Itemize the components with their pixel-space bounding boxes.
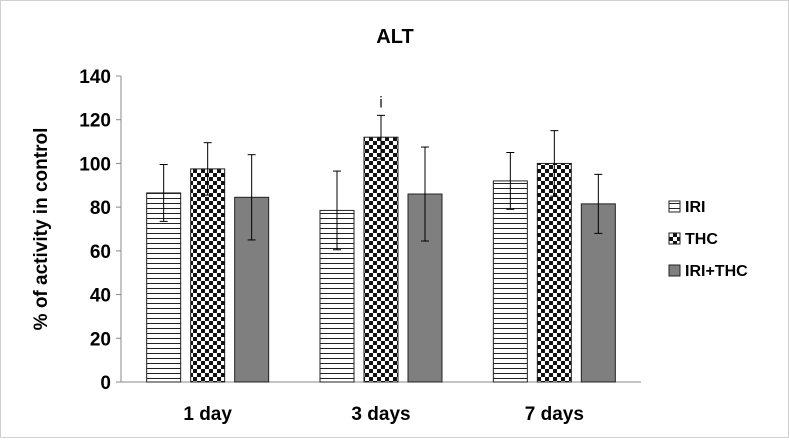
legend-swatch xyxy=(668,232,681,245)
bar-thc xyxy=(363,136,399,383)
y-tick-label: 40 xyxy=(90,286,111,307)
legend-label: IRI+THC xyxy=(685,263,748,280)
x-category-label: 7 days xyxy=(525,404,584,425)
bar-thc xyxy=(536,162,572,383)
y-tick-label: 100 xyxy=(79,154,111,175)
bar-thc xyxy=(190,168,226,383)
y-axis-label: % of activity in control xyxy=(31,128,52,331)
y-tick-label: 80 xyxy=(90,198,111,219)
error-bars xyxy=(159,114,603,251)
bar-iri xyxy=(319,209,355,383)
y-tick-label: 140 xyxy=(79,67,111,88)
x-category-label: 3 days xyxy=(351,404,410,425)
y-tick-label: 0 xyxy=(100,373,111,394)
x-category-label: 1 day xyxy=(183,404,232,425)
legend-label: IRI xyxy=(685,199,705,216)
x-axis-category-labels: 1 day 3 days 7 days xyxy=(183,404,584,425)
legend-label: THC xyxy=(685,231,718,248)
y-tick-label: 60 xyxy=(90,242,111,263)
chart-title: ALT xyxy=(376,26,413,48)
y-axis-ticks: 0 20 40 60 80 100 120 140 xyxy=(79,67,121,394)
y-tick-label: 20 xyxy=(90,329,111,350)
bar-iri xyxy=(492,180,528,383)
bars xyxy=(146,136,616,383)
legend: IRI THC IRI+THC xyxy=(668,199,748,280)
legend-swatch xyxy=(668,264,681,277)
legend-swatch xyxy=(668,200,681,213)
annotations: i xyxy=(379,94,383,111)
significance-annotation: i xyxy=(379,94,383,111)
y-tick-label: 120 xyxy=(79,111,111,132)
